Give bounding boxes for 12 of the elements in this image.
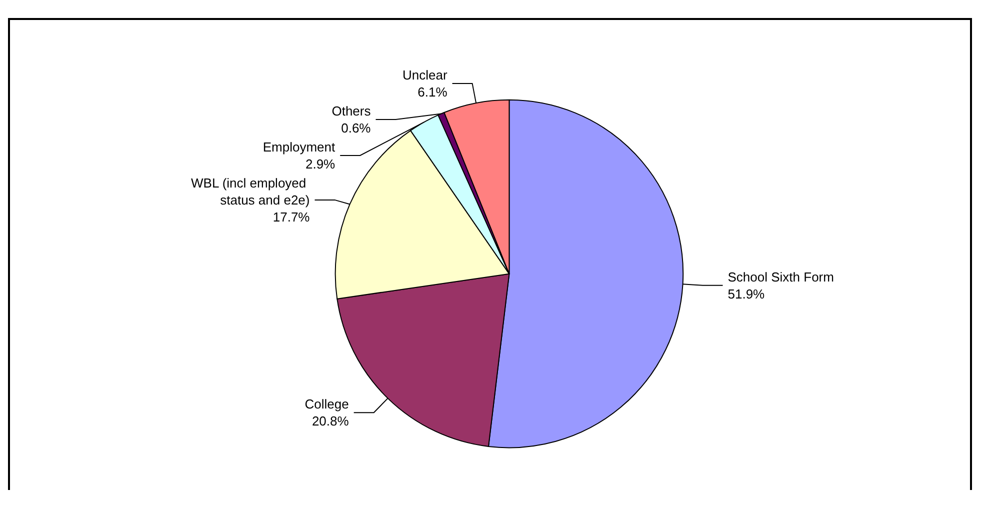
- slice-label: WBL (incl employed status and e2e): [191, 175, 310, 208]
- data-label: 17.7%: [272, 209, 310, 224]
- slice-label: Unclear: [402, 67, 448, 82]
- data-label: 20.8%: [312, 414, 350, 429]
- data-label: 2.9%: [305, 156, 336, 172]
- data-label: 51.9%: [728, 286, 766, 302]
- data-label: 6.1%: [418, 84, 448, 100]
- data-label: 0.6%: [341, 120, 372, 136]
- slice-label: School Sixth Form: [728, 269, 834, 284]
- slice-label: Employment: [262, 139, 336, 154]
- slice-label: College: [304, 396, 349, 412]
- slice-label: Others: [332, 103, 372, 118]
